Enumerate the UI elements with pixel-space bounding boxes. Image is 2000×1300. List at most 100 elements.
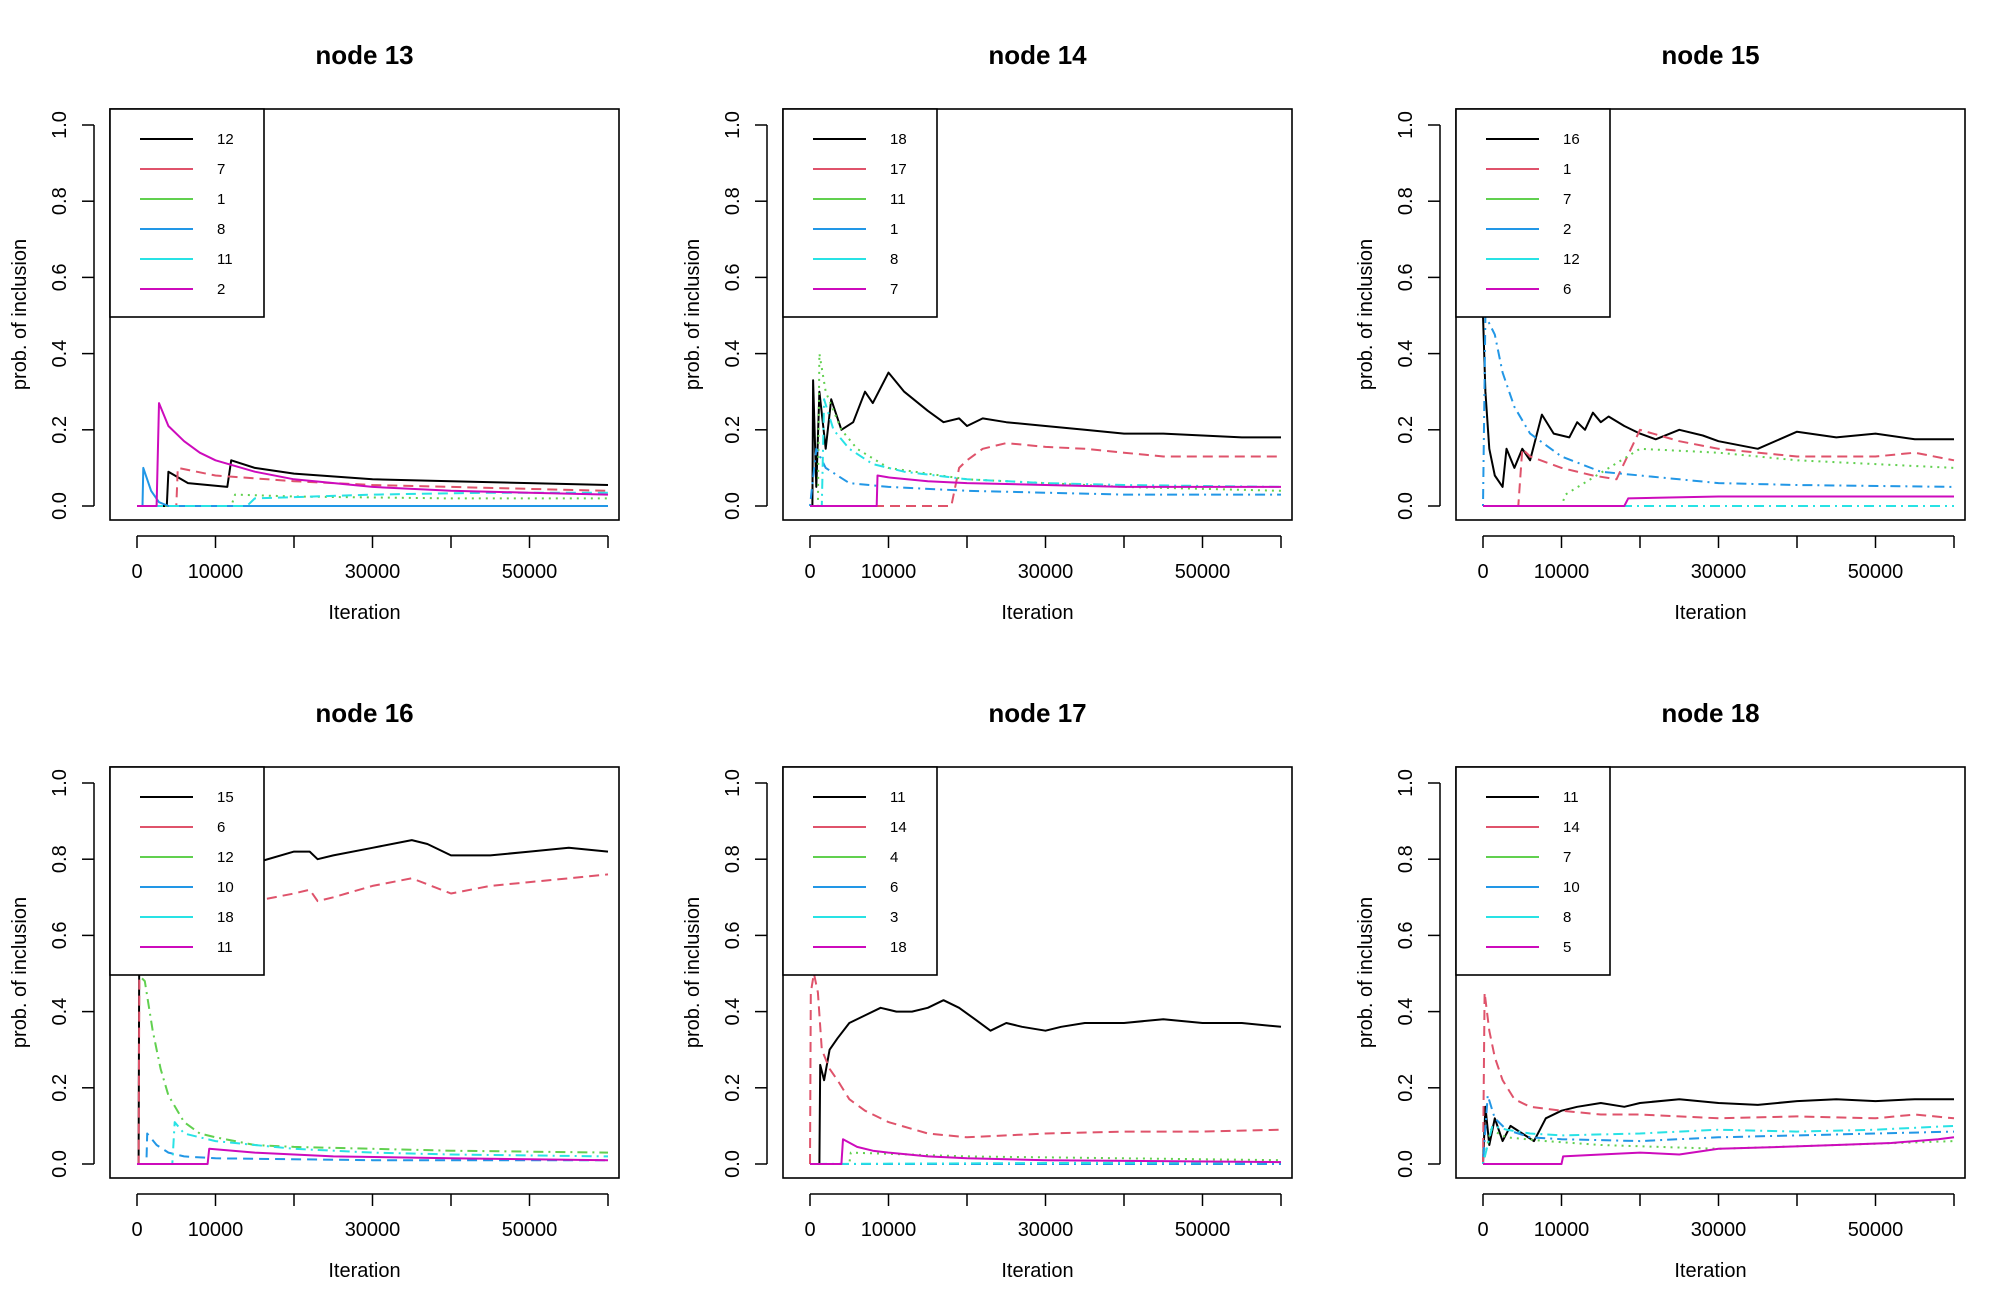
y-tick-label: 0.4 — [722, 998, 744, 1026]
series-line-10 — [137, 1132, 608, 1165]
y-axis: 0.0 0.2 0.4 0.6 0.8 1.0 — [722, 769, 768, 1178]
legend-label: 5 — [1563, 939, 1571, 956]
series-line-7 — [810, 474, 1281, 507]
legend-label: 11 — [1563, 789, 1579, 806]
x-tick-label: 50000 — [1848, 1219, 1904, 1241]
y-tick-label: 0.2 — [1395, 1074, 1417, 1102]
chart-title: node 16 — [315, 698, 413, 728]
series-line-11 — [137, 1147, 609, 1165]
series-lines — [809, 352, 1282, 507]
x-tick-label: 0 — [131, 561, 142, 583]
x-tick-label: 0 — [804, 1219, 815, 1241]
legend-label: 15 — [217, 789, 234, 806]
y-tick-label: 0.0 — [722, 1150, 744, 1178]
x-tick-label: 30000 — [345, 561, 401, 583]
legend-label: 14 — [890, 819, 907, 836]
series-line-8 — [810, 398, 1282, 507]
chart-panel: node 18 Iteration prob. of inclusion 0 10000… — [1355, 698, 1966, 1282]
y-tick-label: 1.0 — [49, 769, 71, 797]
series-lines — [1482, 991, 1955, 1165]
y-tick-label: 1.0 — [49, 111, 71, 139]
y-tick-label: 0.4 — [1395, 998, 1417, 1026]
legend: 16 1 7 2 12 6 — [1455, 108, 1611, 318]
series-line-1 — [809, 447, 1281, 507]
series-line-11 — [137, 491, 608, 507]
legend: 12 7 1 8 11 2 — [109, 108, 265, 318]
x-tick-label: 30000 — [1691, 1219, 1747, 1241]
series-line-1 — [137, 493, 608, 507]
x-tick-label: 50000 — [1175, 1219, 1231, 1241]
legend-label: 3 — [890, 909, 898, 926]
legend-label: 11 — [890, 789, 906, 806]
series-lines — [1482, 314, 1955, 507]
x-axis: 0 10000 30000 50000 — [1477, 535, 1955, 583]
y-tick-label: 0.6 — [49, 921, 71, 949]
series-line-11 — [810, 352, 1282, 507]
chart-title: node 17 — [988, 698, 1086, 728]
x-axis-label: Iteration — [1674, 602, 1746, 624]
y-tick-label: 0.6 — [1395, 921, 1417, 949]
series-line-2 — [137, 402, 609, 507]
x-tick-label: 10000 — [861, 1219, 917, 1241]
legend-label: 4 — [890, 849, 898, 866]
series-line-7 — [1482, 1128, 1955, 1165]
y-tick-label: 0.0 — [722, 492, 744, 520]
legend-label: 8 — [890, 251, 898, 268]
legend-label: 10 — [217, 879, 234, 896]
x-tick-label: 30000 — [345, 1219, 401, 1241]
chart-title: node 13 — [315, 40, 413, 70]
legend-label: 12 — [1563, 251, 1580, 268]
legend-box — [109, 108, 265, 318]
series-line-3 — [809, 1161, 1282, 1165]
y-axis: 0.0 0.2 0.4 0.6 0.8 1.0 — [722, 111, 768, 520]
legend-label: 8 — [217, 221, 225, 238]
y-tick-label: 1.0 — [722, 769, 744, 797]
x-tick-label: 50000 — [1175, 561, 1231, 583]
y-tick-label: 0.6 — [722, 921, 744, 949]
legend-label: 12 — [217, 131, 234, 148]
series-line-12 — [136, 972, 609, 1154]
chart-title: node 15 — [1661, 40, 1759, 70]
x-tick-label: 0 — [1477, 1219, 1488, 1241]
y-axis: 0.0 0.2 0.4 0.6 0.8 1.0 — [49, 111, 95, 520]
series-line-7 — [137, 466, 609, 507]
x-tick-label: 30000 — [1018, 1219, 1074, 1241]
x-axis: 0 10000 30000 50000 — [1477, 1193, 1955, 1241]
x-tick-label: 10000 — [1534, 1219, 1590, 1241]
series-line-6 — [1483, 495, 1954, 507]
x-tick-label: 0 — [131, 1219, 142, 1241]
legend-box — [1455, 766, 1611, 976]
y-tick-label: 0.2 — [722, 1074, 744, 1102]
y-tick-label: 0.2 — [722, 416, 744, 444]
y-axis-label: prob. of inclusion — [9, 239, 31, 390]
x-tick-label: 30000 — [1018, 561, 1074, 583]
y-axis-label: prob. of inclusion — [682, 897, 704, 1048]
y-axis: 0.0 0.2 0.4 0.6 0.8 1.0 — [49, 769, 95, 1178]
x-axis: 0 10000 30000 50000 — [804, 1193, 1282, 1241]
legend-label: 2 — [217, 281, 225, 298]
legend-label: 7 — [217, 161, 225, 178]
series-line-18 — [137, 1121, 609, 1165]
series-line-2 — [1482, 314, 1955, 507]
legend-label: 12 — [217, 849, 234, 866]
y-tick-label: 0.6 — [722, 263, 744, 291]
legend-label: 18 — [217, 909, 234, 926]
legend-label: 6 — [1563, 281, 1571, 298]
series-line-18 — [810, 371, 1281, 507]
x-axis-label: Iteration — [328, 602, 400, 624]
legend-label: 1 — [217, 191, 225, 208]
y-axis-label: prob. of inclusion — [682, 239, 704, 390]
x-tick-label: 10000 — [188, 561, 244, 583]
x-tick-label: 10000 — [188, 1219, 244, 1241]
y-tick-label: 0.0 — [49, 1150, 71, 1178]
legend-label: 6 — [217, 819, 225, 836]
legend: 11 14 4 6 3 18 — [782, 766, 938, 976]
x-tick-label: 50000 — [1848, 561, 1904, 583]
series-line-5 — [1483, 1136, 1955, 1165]
y-tick-label: 0.4 — [49, 998, 71, 1026]
x-axis: 0 10000 30000 50000 — [804, 535, 1282, 583]
y-axis: 0.0 0.2 0.4 0.6 0.8 1.0 — [1395, 111, 1441, 520]
y-tick-label: 0.0 — [1395, 492, 1417, 520]
